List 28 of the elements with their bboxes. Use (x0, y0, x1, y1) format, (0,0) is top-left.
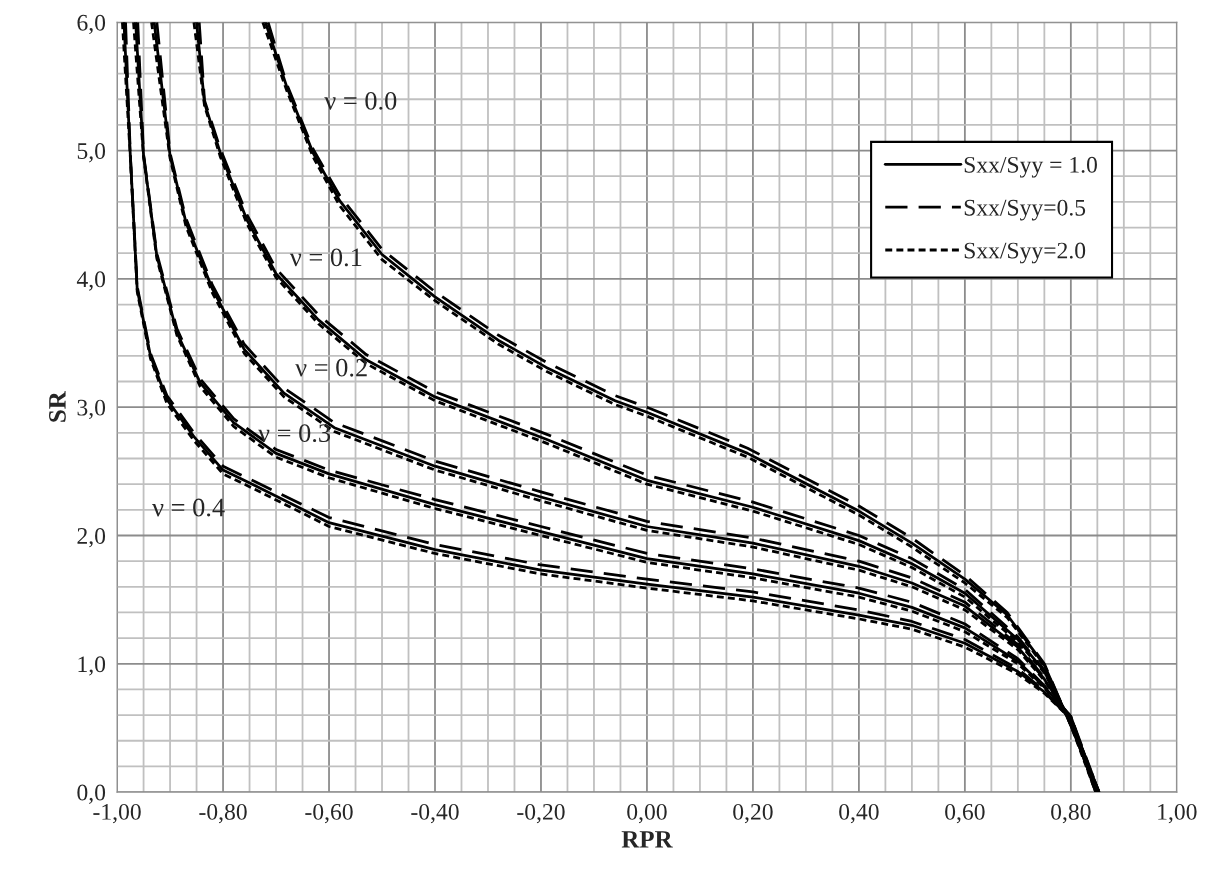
y-tick-label: 5,0 (77, 143, 106, 163)
x-tick-label: 0,60 (945, 803, 985, 824)
y-tick-label: 1,0 (78, 656, 106, 676)
annotation: ν = 0.4 (152, 498, 225, 517)
x-tick-label: 0,20 (733, 803, 773, 824)
annotation: ν = 0.3 (258, 424, 331, 443)
legend-label: Sxx/Syy=2.0 (964, 242, 1086, 264)
annotation: ν = 0.1 (289, 248, 362, 267)
x-tick-label: -0,80 (199, 803, 247, 824)
y-tick-label: 0,0 (77, 784, 106, 804)
x-tick-label: 0,80 (1051, 803, 1091, 824)
y-tick-label: 2,0 (77, 527, 106, 548)
x-tick-label: -0,60 (305, 803, 353, 824)
y-tick-label: 3,0 (77, 399, 106, 419)
x-tick-label: -0,40 (411, 803, 459, 824)
x-tick-label: 0,40 (839, 803, 879, 824)
x-tick-label: 0,00 (627, 803, 667, 824)
x-tick-label: -0,20 (517, 803, 565, 824)
legend-label: Sxx/Syy = 1.0 (964, 156, 1097, 178)
annotation: ν = 0.2 (295, 358, 367, 377)
x-tick-label: 1,00 (1158, 803, 1197, 824)
y-tick-label: 6,0 (77, 14, 106, 35)
y-axis-title: SR (49, 390, 66, 422)
x-axis-title: RPR (621, 831, 673, 848)
annotation: ν = 0.0 (324, 91, 397, 110)
legend-label: Sxx/Syy=0.5 (964, 199, 1086, 221)
y-tick-label: 4,0 (76, 271, 106, 291)
x-tick-label: -1,00 (93, 803, 141, 824)
